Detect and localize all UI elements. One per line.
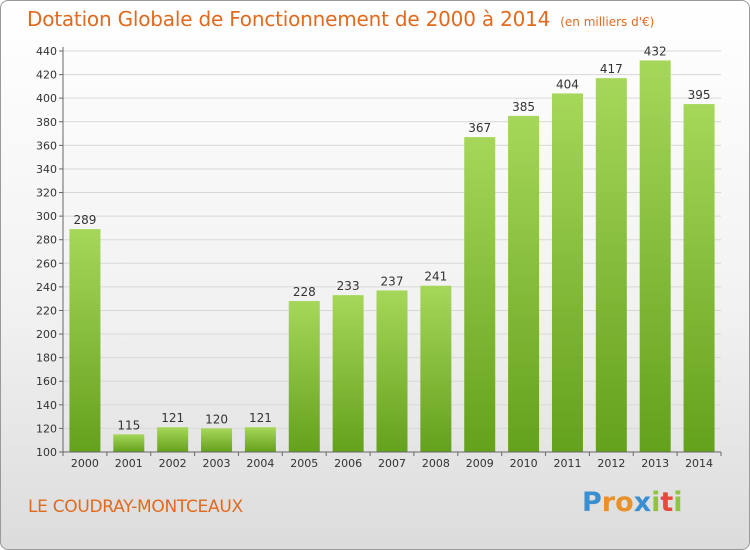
logo-letter: i <box>651 487 661 518</box>
x-tick-label-2000: 2000 <box>71 457 99 470</box>
data-label-2001: 115 <box>117 418 140 432</box>
y-tick-label: 140 <box>36 399 57 412</box>
bar-2002 <box>157 427 189 452</box>
y-tick-label: 260 <box>36 257 57 270</box>
bar-2006 <box>332 295 364 452</box>
bar-2007 <box>376 290 408 452</box>
bar-2014 <box>683 104 715 452</box>
y-tick-label: 380 <box>36 116 57 129</box>
y-tick-label: 420 <box>36 69 57 82</box>
y-tick-label: 240 <box>36 281 57 294</box>
x-tick-label-2013: 2013 <box>641 457 669 470</box>
y-tick-label: 200 <box>36 328 57 341</box>
x-tick-label-2009: 2009 <box>466 457 494 470</box>
y-tick-label: 180 <box>36 352 57 365</box>
proxiti-logo: Proxiti <box>582 487 683 518</box>
x-tick-label-2003: 2003 <box>203 457 231 470</box>
x-tick-label-2008: 2008 <box>422 457 450 470</box>
y-tick-label: 100 <box>36 446 57 459</box>
y-tick-label: 320 <box>36 187 57 200</box>
x-tick-label-2010: 2010 <box>510 457 538 470</box>
y-tick-label: 360 <box>36 139 57 152</box>
x-tick-label-2006: 2006 <box>334 457 362 470</box>
bar-2001 <box>113 434 145 452</box>
bar-2009 <box>464 137 496 453</box>
data-label-2006: 233 <box>337 279 360 293</box>
data-label-2009: 367 <box>468 121 491 135</box>
chart-title-block: Dotation Globale de Fonctionnement de 20… <box>27 7 654 31</box>
chart-unit-label: (en milliers d'€) <box>560 15 655 29</box>
x-tick-label-2002: 2002 <box>159 457 187 470</box>
y-axis-ticks: 100 120 140 160 180 200 220 240 260 280 300 320 340 3… <box>36 45 64 459</box>
bar-2008 <box>420 285 452 452</box>
bar-2000 <box>69 229 101 452</box>
bar-2004 <box>244 427 276 452</box>
chart-title: Dotation Globale de Fonctionnement de 20… <box>27 7 551 31</box>
x-axis-ticks: 2000 2001 2002 2003 2004 2005 2006 2007 2008 2009… <box>62 451 722 470</box>
bar-2010 <box>508 115 540 452</box>
logo-letter: i <box>673 487 683 518</box>
x-tick-label-2004: 2004 <box>246 457 274 470</box>
bar-2012 <box>595 78 627 453</box>
bar-2005 <box>288 301 320 452</box>
data-label-2002: 121 <box>161 411 184 425</box>
y-tick-label: 220 <box>36 304 57 317</box>
data-label-2000: 289 <box>73 213 96 227</box>
data-label-2004: 121 <box>249 411 272 425</box>
y-tick-label: 440 <box>36 45 57 58</box>
logo-letter: r <box>601 487 616 518</box>
x-tick-label-2007: 2007 <box>378 457 406 470</box>
logo-letter: t <box>660 487 674 518</box>
data-label-2005: 228 <box>293 285 316 299</box>
bar-2013 <box>639 60 671 452</box>
y-tick-label: 400 <box>36 92 57 105</box>
y-tick-label: 120 <box>36 422 57 435</box>
data-label-2012: 417 <box>600 62 623 76</box>
y-tick-label: 340 <box>36 163 57 176</box>
x-tick-label-2005: 2005 <box>290 457 318 470</box>
x-tick-label-2011: 2011 <box>553 457 581 470</box>
data-label-2014: 395 <box>688 88 711 102</box>
y-tick-label: 300 <box>36 210 57 223</box>
logo-letter: o <box>615 487 634 518</box>
data-label-2011: 404 <box>556 77 579 91</box>
commune-name: LE COUDRAY-MONTCEAUX <box>28 497 243 517</box>
data-label-2013: 432 <box>644 44 667 58</box>
x-tick-label-2012: 2012 <box>597 457 625 470</box>
x-tick-label-2001: 2001 <box>115 457 143 470</box>
bar-2011 <box>551 93 583 452</box>
data-label-2008: 241 <box>424 270 447 284</box>
bars: 289 115 121 120 121 228 233 237 241 367 385 404 417 4… <box>69 44 715 453</box>
x-tick-label-2014: 2014 <box>685 457 713 470</box>
data-label-2003: 120 <box>205 412 228 426</box>
y-tick-label: 280 <box>36 234 57 247</box>
logo-letter: P <box>582 487 602 518</box>
bar-2003 <box>201 428 233 452</box>
logo-letter: x <box>633 487 652 518</box>
data-label-2010: 385 <box>512 100 535 114</box>
data-label-2007: 237 <box>381 274 404 288</box>
y-tick-label: 160 <box>36 375 57 388</box>
